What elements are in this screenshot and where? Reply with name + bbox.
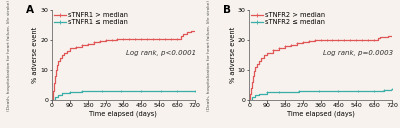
X-axis label: Time elapsed (days): Time elapsed (days)	[287, 111, 354, 117]
Y-axis label: % adverse event: % adverse event	[32, 27, 38, 83]
Text: Log rank, p<0.0001: Log rank, p<0.0001	[126, 50, 196, 56]
Legend: sTNFR2 > median, sTNFR2 ≤ median: sTNFR2 > median, sTNFR2 ≤ median	[250, 12, 326, 26]
Text: B: B	[224, 5, 232, 15]
Text: (Death, hospitalization for heart failure, life stroke): (Death, hospitalization for heart failur…	[7, 0, 11, 111]
Y-axis label: % adverse event: % adverse event	[230, 27, 236, 83]
Text: (Death, hospitalization for heart failure, life stroke): (Death, hospitalization for heart failur…	[207, 0, 211, 111]
Legend: sTNFR1 > median, sTNFR1 ≤ median: sTNFR1 > median, sTNFR1 ≤ median	[53, 12, 129, 26]
Text: Log rank, p=0.0003: Log rank, p=0.0003	[324, 50, 394, 56]
X-axis label: Time elapsed (days): Time elapsed (days)	[90, 111, 157, 117]
Text: A: A	[26, 5, 34, 15]
